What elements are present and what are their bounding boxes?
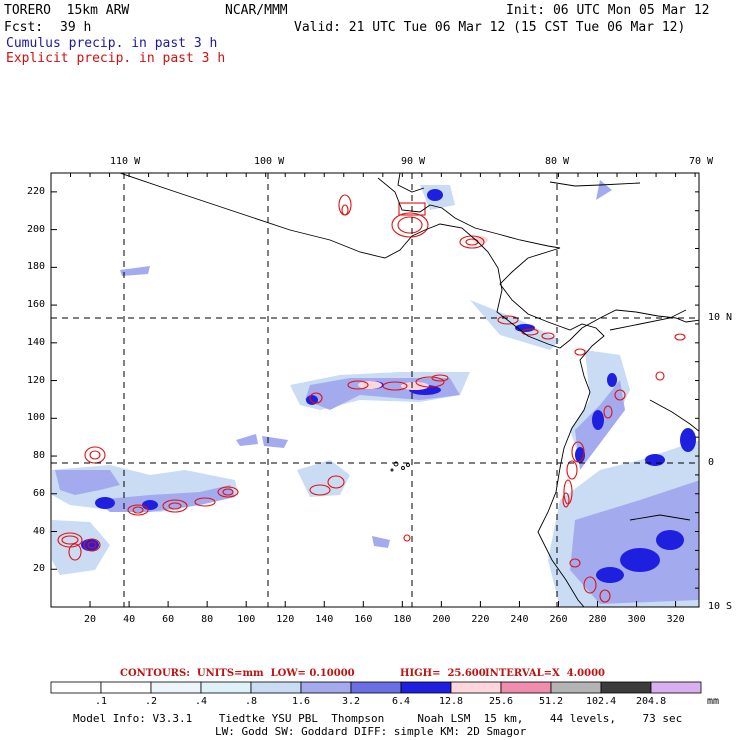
x-tick-label: 180 [393, 614, 412, 625]
y-tick-label: 20 [33, 563, 46, 575]
forecast-label: Fcst: [4, 20, 44, 35]
colorbar-label: 51.2 [539, 696, 564, 707]
coastlines [119, 173, 699, 607]
colorbar-swatch [50, 681, 102, 694]
colorbar-swatch [150, 681, 202, 694]
y-tick-label: 40 [33, 525, 46, 537]
x-tick-label: 40 [123, 614, 136, 625]
colorbar-unit: mm [707, 696, 720, 707]
colorbar-swatch [600, 681, 652, 694]
colorbar-swatch [450, 681, 502, 694]
lon-label-70w: 70 W [689, 156, 714, 167]
x-tick-label: 200 [432, 614, 451, 625]
colorbar-label: 25.6 [489, 696, 514, 707]
axis-ticks [51, 173, 699, 607]
colorbar-swatch [300, 681, 352, 694]
colorbar-label: .2 [145, 696, 158, 707]
legend-cumulus: Cumulus precip. in past 3 h [6, 36, 218, 51]
colorbar-label: .8 [245, 696, 258, 707]
colorbar-label: .4 [195, 696, 208, 707]
x-tick-label: 240 [510, 614, 529, 625]
x-tick-label: 320 [666, 614, 685, 625]
colorbar-label: 6.4 [392, 696, 411, 707]
x-tick-label: 280 [588, 614, 607, 625]
colorbar-label: 102.4 [586, 696, 617, 707]
x-tick-label: 120 [276, 614, 295, 625]
colorbar-label: 204.8 [636, 696, 667, 707]
contours-interval: INTERVAL=X 4.0000 [485, 668, 605, 679]
colorbar-swatch [250, 681, 302, 694]
y-tick-label: 140 [27, 336, 46, 348]
contours-info: CONTOURS: UNITS=mm LOW= 0.10000 [120, 668, 355, 679]
lat-label-10n: 10 N [708, 312, 733, 323]
legend-explicit: Explicit precip. in past 3 h [6, 51, 226, 66]
colorbar-label: 3.2 [342, 696, 361, 707]
x-tick-label: 100 [237, 614, 256, 625]
forecast-hour: 39 h [60, 20, 92, 35]
colorbar-swatch [650, 681, 702, 694]
organization: NCAR/MMM [225, 3, 288, 18]
x-tick-label: 260 [549, 614, 568, 625]
y-tick-label: 60 [33, 487, 46, 499]
y-tick-label: 220 [27, 185, 46, 197]
x-tick-label: 60 [162, 614, 175, 625]
graticule [51, 173, 699, 607]
x-tick-label: 140 [315, 614, 334, 625]
x-tick-label: 80 [201, 614, 214, 625]
contours-high: HIGH= 25.600 [400, 668, 486, 679]
lat-label-0: 0 [708, 457, 715, 468]
lat-label-10s: 10 S [708, 601, 733, 612]
y-tick-label: 80 [33, 450, 46, 462]
y-tick-label: 200 [27, 223, 46, 235]
model-info: Model Info: V3.3.1 Tiedtke YSU PBL Thomp… [73, 712, 683, 725]
y-tick-label: 120 [27, 374, 46, 386]
x-tick-label: 160 [354, 614, 373, 625]
x-tick-label: 300 [627, 614, 646, 625]
lon-label-100w: 100 W [254, 156, 285, 167]
init-time: Init: 06 UTC Mon 05 Mar 12 [506, 3, 710, 18]
model-title: TORERO 15km ARW [4, 3, 130, 18]
y-tick-label: 100 [27, 412, 46, 424]
explicit-contours [57, 194, 686, 603]
x-tick-label: 20 [84, 614, 97, 625]
colorbar-swatch [200, 681, 252, 694]
colorbar-label: .1 [95, 696, 108, 707]
map-frame [50, 172, 700, 608]
y-tick-label: 180 [27, 261, 46, 273]
colorbar-swatch [350, 681, 402, 694]
lon-label-80w: 80 W [545, 156, 570, 167]
colorbar-swatch [100, 681, 152, 694]
colorbar-swatch [550, 681, 602, 694]
colorbar-label: 1.6 [292, 696, 311, 707]
physics-info: LW: Godd SW: Goddard DIFF: simple KM: 2D… [215, 725, 527, 738]
colorbar-swatch [500, 681, 552, 694]
x-tick-label: 220 [471, 614, 490, 625]
lon-label-90w: 90 W [401, 156, 426, 167]
lon-label-110w: 110 W [110, 156, 141, 167]
valid-time: Valid: 21 UTC Tue 06 Mar 12 (15 CST Tue … [294, 20, 686, 35]
y-tick-label: 160 [27, 299, 46, 311]
colorbar-swatch [400, 681, 452, 694]
colorbar-label: 12.8 [439, 696, 464, 707]
